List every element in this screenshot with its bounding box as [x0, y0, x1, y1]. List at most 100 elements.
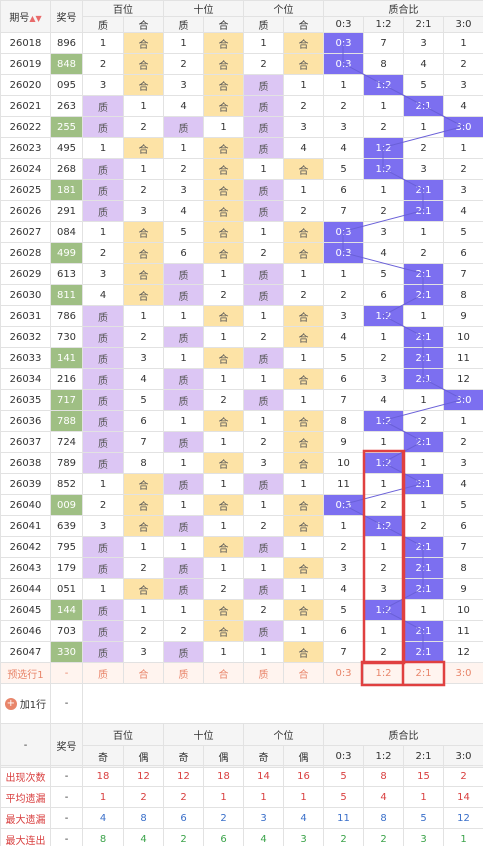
ratio-cell: 5: [443, 221, 483, 243]
table-row: 26025 181 质 2 3 合质 1 6 1 2:1 3: [0, 179, 483, 201]
prime-cell: 1: [243, 557, 284, 579]
add-row-button[interactable]: + 加1行: [0, 683, 51, 724]
ratio-cell: 10: [443, 599, 483, 621]
composite-cell: 合: [203, 32, 244, 54]
preselect-option[interactable]: 2:1: [403, 662, 444, 684]
prime-cell: 质: [82, 389, 124, 411]
composite-cell: 合: [203, 53, 244, 75]
table-row: 26033 141 质 3 1 合质 1 5 2 2:1 11: [0, 347, 483, 369]
composite-cell: 1: [283, 74, 324, 96]
composite-cell: 合: [123, 53, 164, 75]
ratio-cell: 1: [363, 536, 404, 558]
stats-value: 2: [163, 828, 204, 846]
stats-value: 2: [163, 786, 204, 808]
composite-cell: 合: [283, 599, 324, 621]
period-cell: 26031: [0, 305, 51, 327]
number-cell: 717: [50, 389, 83, 411]
prime-cell: 质: [243, 263, 284, 285]
preselect-option[interactable]: 质: [163, 662, 204, 684]
preselect-option[interactable]: 合: [123, 662, 164, 684]
prime-cell: 1: [163, 452, 204, 474]
period-cell: 26019: [0, 53, 51, 75]
ratio-cell: 7: [443, 263, 483, 285]
number-cell: 795: [50, 536, 83, 558]
number-cell: 144: [50, 599, 83, 621]
prime-cell: 2: [243, 431, 284, 453]
preselect-row[interactable]: 预选行1- 质合质合质合 0:3 1:2 2:1 3:0: [0, 662, 483, 684]
sort-icon[interactable]: ▲▼: [29, 14, 42, 23]
ratio-cell: 2:1: [403, 347, 444, 369]
period-header[interactable]: 期号▲▼: [0, 0, 51, 33]
ratio-cell: 1: [443, 137, 483, 159]
ratio-cell: 11: [443, 620, 483, 642]
ratio-cell: 0:3: [323, 53, 364, 75]
preselect-option[interactable]: 0:3: [323, 662, 364, 684]
ratio-cell: 5: [443, 494, 483, 516]
composite-cell: 2: [283, 200, 324, 222]
number-cell: 255: [50, 116, 83, 138]
prime-cell: 质: [82, 410, 124, 432]
prime-cell: 质: [82, 95, 124, 117]
period-cell: 26044: [0, 578, 51, 600]
prime-cell: 质: [82, 368, 124, 390]
preselect-option[interactable]: 3:0: [443, 662, 483, 684]
plus-circle-icon: +: [4, 697, 17, 710]
composite-cell: 合: [123, 263, 164, 285]
composite-cell: 2: [123, 116, 164, 138]
ratio-cell: 1: [323, 515, 364, 537]
composite-cell: 2: [123, 179, 164, 201]
composite-cell: 3: [123, 200, 164, 222]
composite-cell: 1: [283, 473, 324, 495]
prime-cell: 质: [243, 137, 284, 159]
prime-cell: 1: [82, 473, 124, 495]
prime-cell: 3: [82, 263, 124, 285]
number-cell: 268: [50, 158, 83, 180]
period-cell: 26037: [0, 431, 51, 453]
footer-number-header: 奖号: [50, 723, 83, 768]
ratio-cell: 3: [443, 179, 483, 201]
ratio-cell: 8: [443, 284, 483, 306]
table-row: 26031 786 质 1 1 合 1 合 3 1:2 1 9: [0, 305, 483, 327]
footer-group-units: 个位: [243, 723, 324, 746]
composite-cell: 合: [123, 74, 164, 96]
prime-cell: 质: [163, 431, 204, 453]
group-header-units: 个位: [243, 0, 324, 17]
composite-cell: 合: [123, 137, 164, 159]
preselect-option[interactable]: 质: [82, 662, 124, 684]
stats-value: 14: [243, 765, 284, 787]
preselect-option[interactable]: 1:2: [363, 662, 404, 684]
composite-cell: 合: [283, 221, 324, 243]
ratio-cell: 4: [443, 200, 483, 222]
ratio-cell: 8: [323, 410, 364, 432]
composite-cell: 2: [283, 284, 324, 306]
number-cell: 179: [50, 557, 83, 579]
table-row: 26022 255 质 2 质 1 质 3 3 2 1 3:0: [0, 116, 483, 138]
stats-label: 最大连出: [0, 828, 51, 846]
prime-cell: 质: [82, 620, 124, 642]
preselect-option[interactable]: 合: [283, 662, 324, 684]
prime-cell: 1: [243, 494, 284, 516]
composite-cell: 合: [123, 221, 164, 243]
composite-cell: 合: [203, 536, 244, 558]
table-row: 26039 852 1 合质 1 质 1 11 1 2:1 4: [0, 473, 483, 495]
preselect-option[interactable]: 质: [243, 662, 284, 684]
prime-cell: 3: [82, 74, 124, 96]
composite-cell: 1: [123, 95, 164, 117]
group-header-ratio: 质合比: [323, 0, 483, 17]
number-cell: 095: [50, 74, 83, 96]
ratio-cell: 3: [403, 158, 444, 180]
ratio-cell: 1: [323, 263, 364, 285]
ratio-cell: 3: [323, 557, 364, 579]
composite-cell: 4: [283, 137, 324, 159]
ratio-cell: 6: [443, 242, 483, 264]
composite-cell: 合: [123, 578, 164, 600]
footer-group-ratio: 质合比: [323, 723, 483, 746]
prime-cell: 质: [163, 473, 204, 495]
preselect-label: 预选行1: [0, 662, 51, 684]
preselect-option[interactable]: 合: [203, 662, 244, 684]
prime-cell: 质: [243, 473, 284, 495]
sub-header-ratio: 2:1: [403, 16, 444, 33]
stats-row: 平均遗漏 -1 2 2 1 1 1 5 4 1 14: [0, 786, 483, 808]
prime-cell: 1: [163, 494, 204, 516]
stats-value: 4: [123, 828, 164, 846]
